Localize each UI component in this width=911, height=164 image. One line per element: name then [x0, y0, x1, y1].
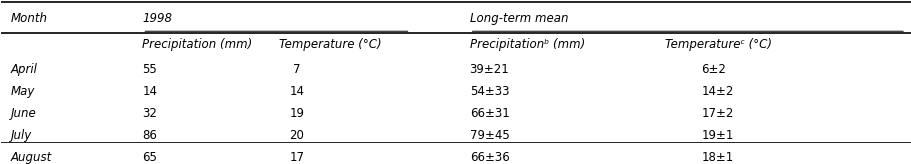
Text: April: April [10, 63, 37, 76]
Text: 79±45: 79±45 [469, 129, 509, 142]
Text: 54±33: 54±33 [469, 85, 508, 98]
Text: Precipitationᵇ (mm): Precipitationᵇ (mm) [469, 38, 584, 51]
Text: 1998: 1998 [142, 12, 172, 25]
Text: 17±2: 17±2 [701, 107, 733, 120]
Text: 65: 65 [142, 151, 157, 164]
Text: 66±36: 66±36 [469, 151, 509, 164]
Text: August: August [10, 151, 52, 164]
Text: 19±1: 19±1 [701, 129, 733, 142]
Text: Temperature (°C): Temperature (°C) [279, 38, 381, 51]
Text: 86: 86 [142, 129, 157, 142]
Text: May: May [10, 85, 35, 98]
Text: 39±21: 39±21 [469, 63, 509, 76]
Text: July: July [10, 129, 32, 142]
Text: 17: 17 [289, 151, 304, 164]
Text: 7: 7 [292, 63, 301, 76]
Text: Temperatureᶜ (°C): Temperatureᶜ (°C) [664, 38, 772, 51]
Text: 66±31: 66±31 [469, 107, 509, 120]
Text: 14±2: 14±2 [701, 85, 733, 98]
Text: 19: 19 [289, 107, 304, 120]
Text: June: June [10, 107, 36, 120]
Text: 6±2: 6±2 [701, 63, 725, 76]
Text: Precipitation (mm): Precipitation (mm) [142, 38, 252, 51]
Text: Month: Month [10, 12, 47, 25]
Text: Long-term mean: Long-term mean [469, 12, 568, 25]
Text: 32: 32 [142, 107, 157, 120]
Text: 18±1: 18±1 [701, 151, 733, 164]
Text: 14: 14 [289, 85, 304, 98]
Text: 14: 14 [142, 85, 157, 98]
Text: 55: 55 [142, 63, 157, 76]
Text: 20: 20 [289, 129, 304, 142]
